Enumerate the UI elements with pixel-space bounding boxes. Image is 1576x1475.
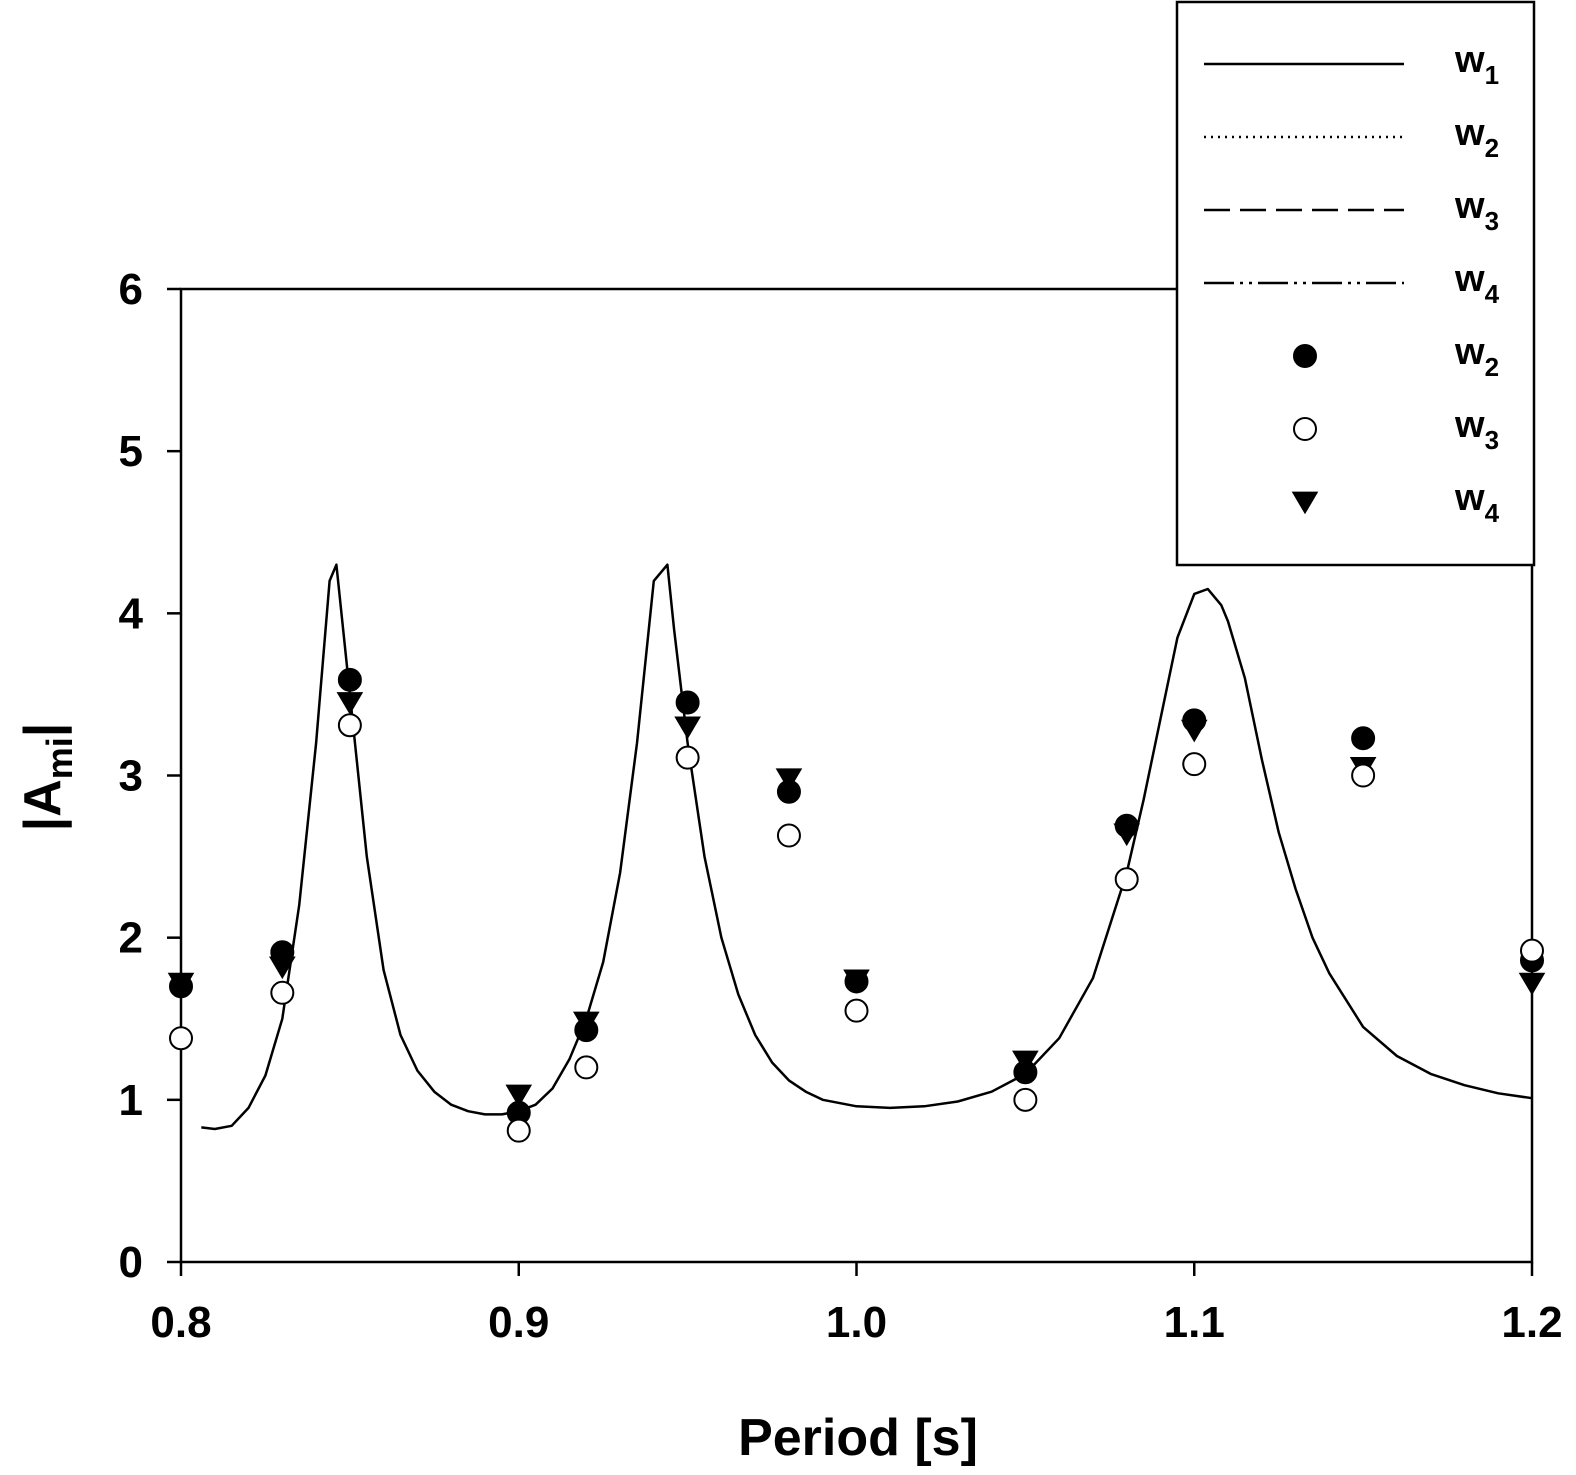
w3-point [675, 745, 700, 770]
w4-point [1518, 972, 1546, 996]
legend-item-w2: w2 [1293, 331, 1499, 382]
w2-point [844, 969, 869, 994]
w3-point [776, 823, 801, 848]
w3-point [169, 1026, 193, 1051]
w2-point [270, 940, 295, 965]
w1-curve-group [201, 563, 1533, 1131]
x-tick-label: 1.2 [1501, 1298, 1562, 1347]
y-tick-label: 4 [119, 589, 144, 638]
x-tick-label: 1.0 [826, 1298, 887, 1347]
w2-point [169, 974, 193, 999]
w2-point [574, 1018, 599, 1043]
x-tick-label: 0.8 [150, 1298, 211, 1347]
legend-filled-triangle-down-symbol [1291, 491, 1319, 515]
w3-point [844, 998, 869, 1023]
y-tick-label: 6 [119, 265, 143, 314]
y-tick-label: 2 [119, 914, 143, 963]
legend-item-w3: w3 [1204, 185, 1499, 236]
w4-point [336, 692, 364, 715]
w1-curve [201, 563, 1533, 1131]
w4-point [505, 1084, 533, 1108]
y-axis-title: |Ami| [14, 723, 80, 832]
legend-item-w3: w3 [1293, 404, 1499, 455]
w3-point [1182, 752, 1207, 777]
w4-point [775, 768, 803, 792]
w2-point [337, 667, 362, 692]
legend-label: w2 [1454, 112, 1499, 163]
legend-label: w3 [1454, 404, 1499, 455]
y-tick-label: 1 [119, 1076, 143, 1125]
y-axis: 0 1 2 3 4 5 6 [119, 265, 181, 1287]
y-tick-label: 3 [119, 752, 143, 801]
legend-box [1175, 0, 1536, 567]
legend-item-w1: w1 [1204, 39, 1499, 90]
w3-point [1013, 1087, 1038, 1112]
legend-label: w4 [1454, 477, 1500, 528]
x-axis: 0.8 0.9 1.0 1.1 1.2 [150, 1262, 1563, 1347]
w2-point [1182, 708, 1207, 733]
w3-point [574, 1055, 599, 1080]
w3-point [1114, 867, 1139, 892]
legend-item-w2: w2 [1204, 112, 1499, 163]
w3-point [337, 713, 362, 738]
legend-item-w4: w4 [1204, 258, 1500, 309]
legend: w1 w2 w3 w4 w2 w3 w4 [1175, 0, 1536, 567]
legend-label: w1 [1454, 39, 1499, 90]
x-axis-title: Period [s] [738, 1409, 978, 1467]
y-tick-label: 5 [119, 427, 143, 476]
w4-point [674, 716, 701, 740]
w3-point [506, 1118, 531, 1143]
w2-point [1351, 726, 1376, 751]
w3-point [1520, 938, 1544, 963]
legend-label: w2 [1454, 331, 1499, 382]
y-tick-label: 0 [119, 1238, 143, 1287]
w2-point [675, 690, 700, 715]
legend-item-w4: w4 [1291, 477, 1500, 528]
x-tick-label: 0.9 [488, 1298, 549, 1347]
w2-point [1114, 813, 1139, 838]
legend-open-circle-symbol [1293, 417, 1317, 441]
w3-point [270, 980, 295, 1005]
legend-label: w3 [1454, 185, 1499, 236]
legend-label: w4 [1454, 258, 1500, 309]
w2-point [1013, 1060, 1038, 1085]
data-markers [167, 667, 1546, 1143]
legend-filled-circle-symbol [1293, 344, 1317, 368]
w2-point [776, 779, 801, 804]
x-tick-label: 1.1 [1164, 1298, 1225, 1347]
w3-point [1351, 763, 1376, 788]
